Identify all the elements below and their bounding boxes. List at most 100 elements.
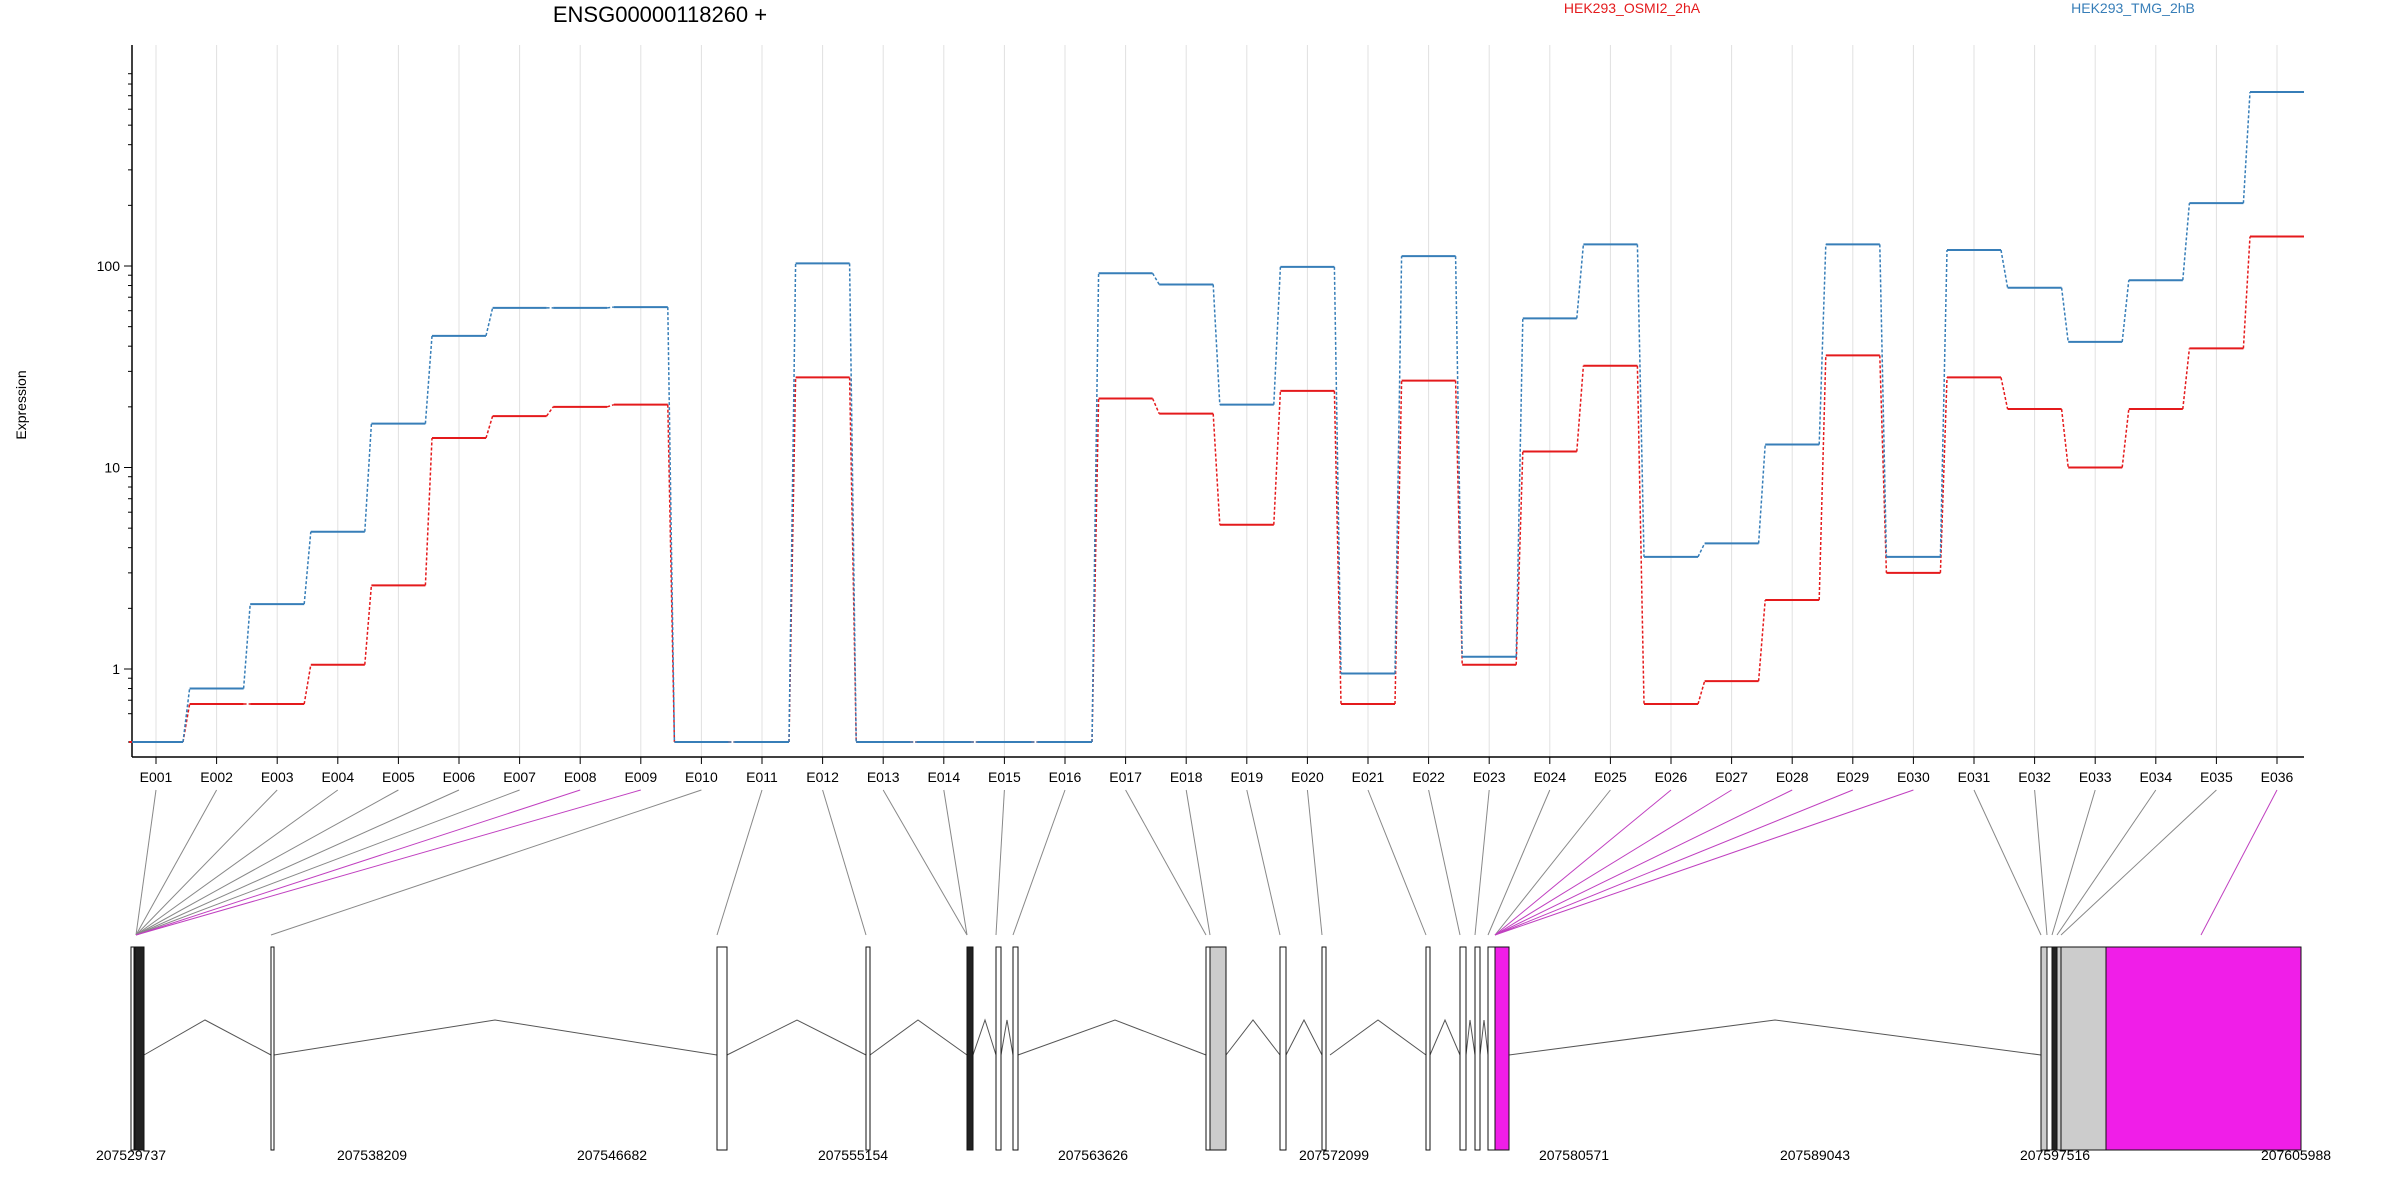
exon-label: E028 (1776, 769, 1809, 785)
exon-label: E035 (2200, 769, 2233, 785)
series-connector (2242, 236, 2251, 349)
intron-line (1225, 1019, 1281, 1056)
series-connector (1212, 413, 1221, 525)
genomic-coordinate-layer: 207529737 207538209 207546682 207555154 2075… (96, 1147, 2331, 1163)
exon-connector (1487, 789, 1551, 936)
series-connector (1151, 272, 1160, 285)
genomic-coordinate: 207572099 (1299, 1147, 1369, 1163)
intron-line (1329, 1019, 1427, 1056)
exon-label: E030 (1897, 769, 1930, 785)
exon-block (2105, 946, 2302, 1151)
series-connector (1151, 398, 1160, 414)
intron-line (869, 1019, 968, 1056)
intron-line (1508, 1019, 2042, 1056)
intron-line (726, 1019, 867, 1056)
series-connector (667, 404, 676, 743)
intron-line (143, 1019, 272, 1056)
genomic-coordinate: 207597516 (2020, 1147, 2090, 1163)
series-connector (182, 688, 191, 743)
series-connector (788, 377, 797, 743)
exon-label: E015 (988, 769, 1021, 785)
chart-title: ENSG00000118260 + (553, 2, 767, 27)
exon-connector (1428, 789, 1461, 936)
series-connector (242, 604, 251, 689)
exon-block (1012, 946, 1019, 1151)
exon-label: E029 (1836, 769, 1869, 785)
exon-connector (882, 789, 968, 936)
exon-connector (1185, 789, 1211, 936)
exon-connector (135, 789, 641, 936)
exon-connector (135, 789, 278, 936)
exon-label: E005 (382, 769, 415, 785)
exon-block (1425, 946, 1431, 1151)
exon-block (1321, 946, 1327, 1151)
exon-connector (135, 789, 399, 936)
exon-connector (135, 789, 581, 936)
legend-osmi2: HEK293_OSMI2_2hA (1564, 0, 1701, 16)
genomic-coordinate: 207546682 (577, 1147, 647, 1163)
exon-label: E034 (2139, 769, 2172, 785)
exon-label: E025 (1594, 769, 1627, 785)
series-connector (424, 335, 433, 424)
exon-block (1474, 946, 1481, 1151)
exon-connector (1494, 789, 1672, 936)
series-connector (1515, 451, 1524, 665)
legend-tmg: HEK293_TMG_2hB (2071, 0, 2195, 16)
series-connector (2121, 408, 2130, 468)
series-connector (424, 438, 433, 586)
exon-connector (1494, 789, 1853, 936)
series-connector (1818, 244, 1827, 445)
genomic-coordinate: 207605988 (2261, 1147, 2331, 1163)
series-connector (2182, 348, 2191, 410)
exon-block (2056, 946, 2062, 1151)
exon-block (130, 946, 135, 1151)
intron-line (1017, 1019, 1207, 1056)
series-connector (1757, 444, 1766, 544)
series-connector (2242, 91, 2251, 204)
exon-label: E002 (200, 769, 233, 785)
exon-block (2046, 946, 2053, 1151)
intron-line (1429, 1018, 1461, 1056)
exon-label: E036 (2261, 769, 2294, 785)
y-tick-label: 1 (112, 661, 120, 677)
exon-connector (822, 789, 867, 936)
exon-label: E008 (564, 769, 597, 785)
exon-connector (1125, 789, 1207, 936)
exon-block (2051, 946, 2058, 1151)
intron-line (1479, 1019, 1489, 1056)
intron-line (1000, 1019, 1014, 1056)
exon-connector (135, 789, 520, 936)
exon-block (1209, 946, 1227, 1151)
exon-label: E023 (1473, 769, 1506, 785)
series-connector (1879, 244, 1888, 557)
exon-connector (2034, 789, 2048, 936)
series-connector (1515, 318, 1524, 657)
y-tick-label: 10 (104, 460, 120, 476)
exon-connector (1246, 789, 1281, 936)
exon-connector (135, 789, 460, 936)
exon-connector (1494, 789, 1914, 936)
series-layer (129, 91, 2304, 743)
intron-line (972, 1018, 997, 1056)
exon-label: E011 (746, 769, 778, 785)
exon-connector (2200, 789, 2278, 936)
series-connector (1394, 256, 1403, 674)
intron-line (273, 1019, 718, 1056)
x-axis-layer: E001 E002 E003 E004 E005 E006 E007 E008 E009 E010… (132, 756, 2304, 785)
exon-label: E004 (321, 769, 354, 785)
exon-connector (1494, 789, 1732, 936)
series-connector (1333, 266, 1342, 674)
genomic-coordinate: 207589043 (1780, 1147, 1850, 1163)
exon-connector (716, 789, 763, 936)
exon-block (1494, 946, 1510, 1151)
series-connector (788, 263, 797, 743)
exon-label: E032 (2018, 769, 2051, 785)
exon-connector (1474, 789, 1490, 936)
series-connector (2000, 377, 2009, 410)
series-connector (1273, 266, 1282, 405)
exon-connector (1306, 789, 1323, 936)
series-connector (1757, 599, 1766, 682)
grid-layer (155, 45, 2278, 757)
series-connector (2060, 287, 2069, 343)
series-connector (1576, 244, 1585, 319)
